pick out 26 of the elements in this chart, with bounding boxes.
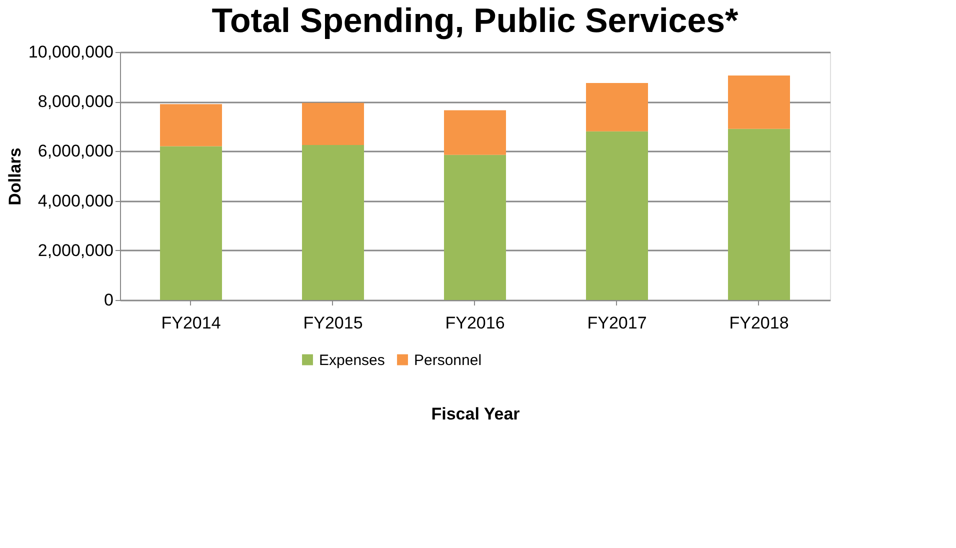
y-tick-label: 10,000,000 [28,42,114,62]
bar [444,110,506,155]
y-tick-label: 2,000,000 [38,240,114,260]
x-axis-title: Fiscal Year [431,404,520,424]
y-tick-label: 8,000,000 [38,92,114,112]
legend-label: Expenses [319,352,385,369]
bar [728,128,790,300]
legend-label: Personnel [414,352,482,369]
x-tick-label: FY2014 [161,314,221,332]
bar [586,131,648,300]
x-tick-label: FY2015 [303,314,363,332]
x-tick-label: FY2016 [445,314,505,332]
bar [160,104,222,146]
bar [586,83,648,132]
bar [302,145,364,300]
bar [302,102,364,145]
bar [160,146,222,300]
bar [728,76,790,129]
x-tick-label: FY2017 [587,314,647,332]
y-tick-label: 4,000,000 [38,191,114,210]
chart-title: Total Spending, Public Services* [212,2,740,40]
y-axis-title: Dollars [5,148,24,206]
y-tick-label: 0 [104,290,114,310]
y-tick-label: 6,000,000 [38,142,114,161]
x-tick-label: FY2018 [729,314,789,332]
bar [444,154,506,300]
